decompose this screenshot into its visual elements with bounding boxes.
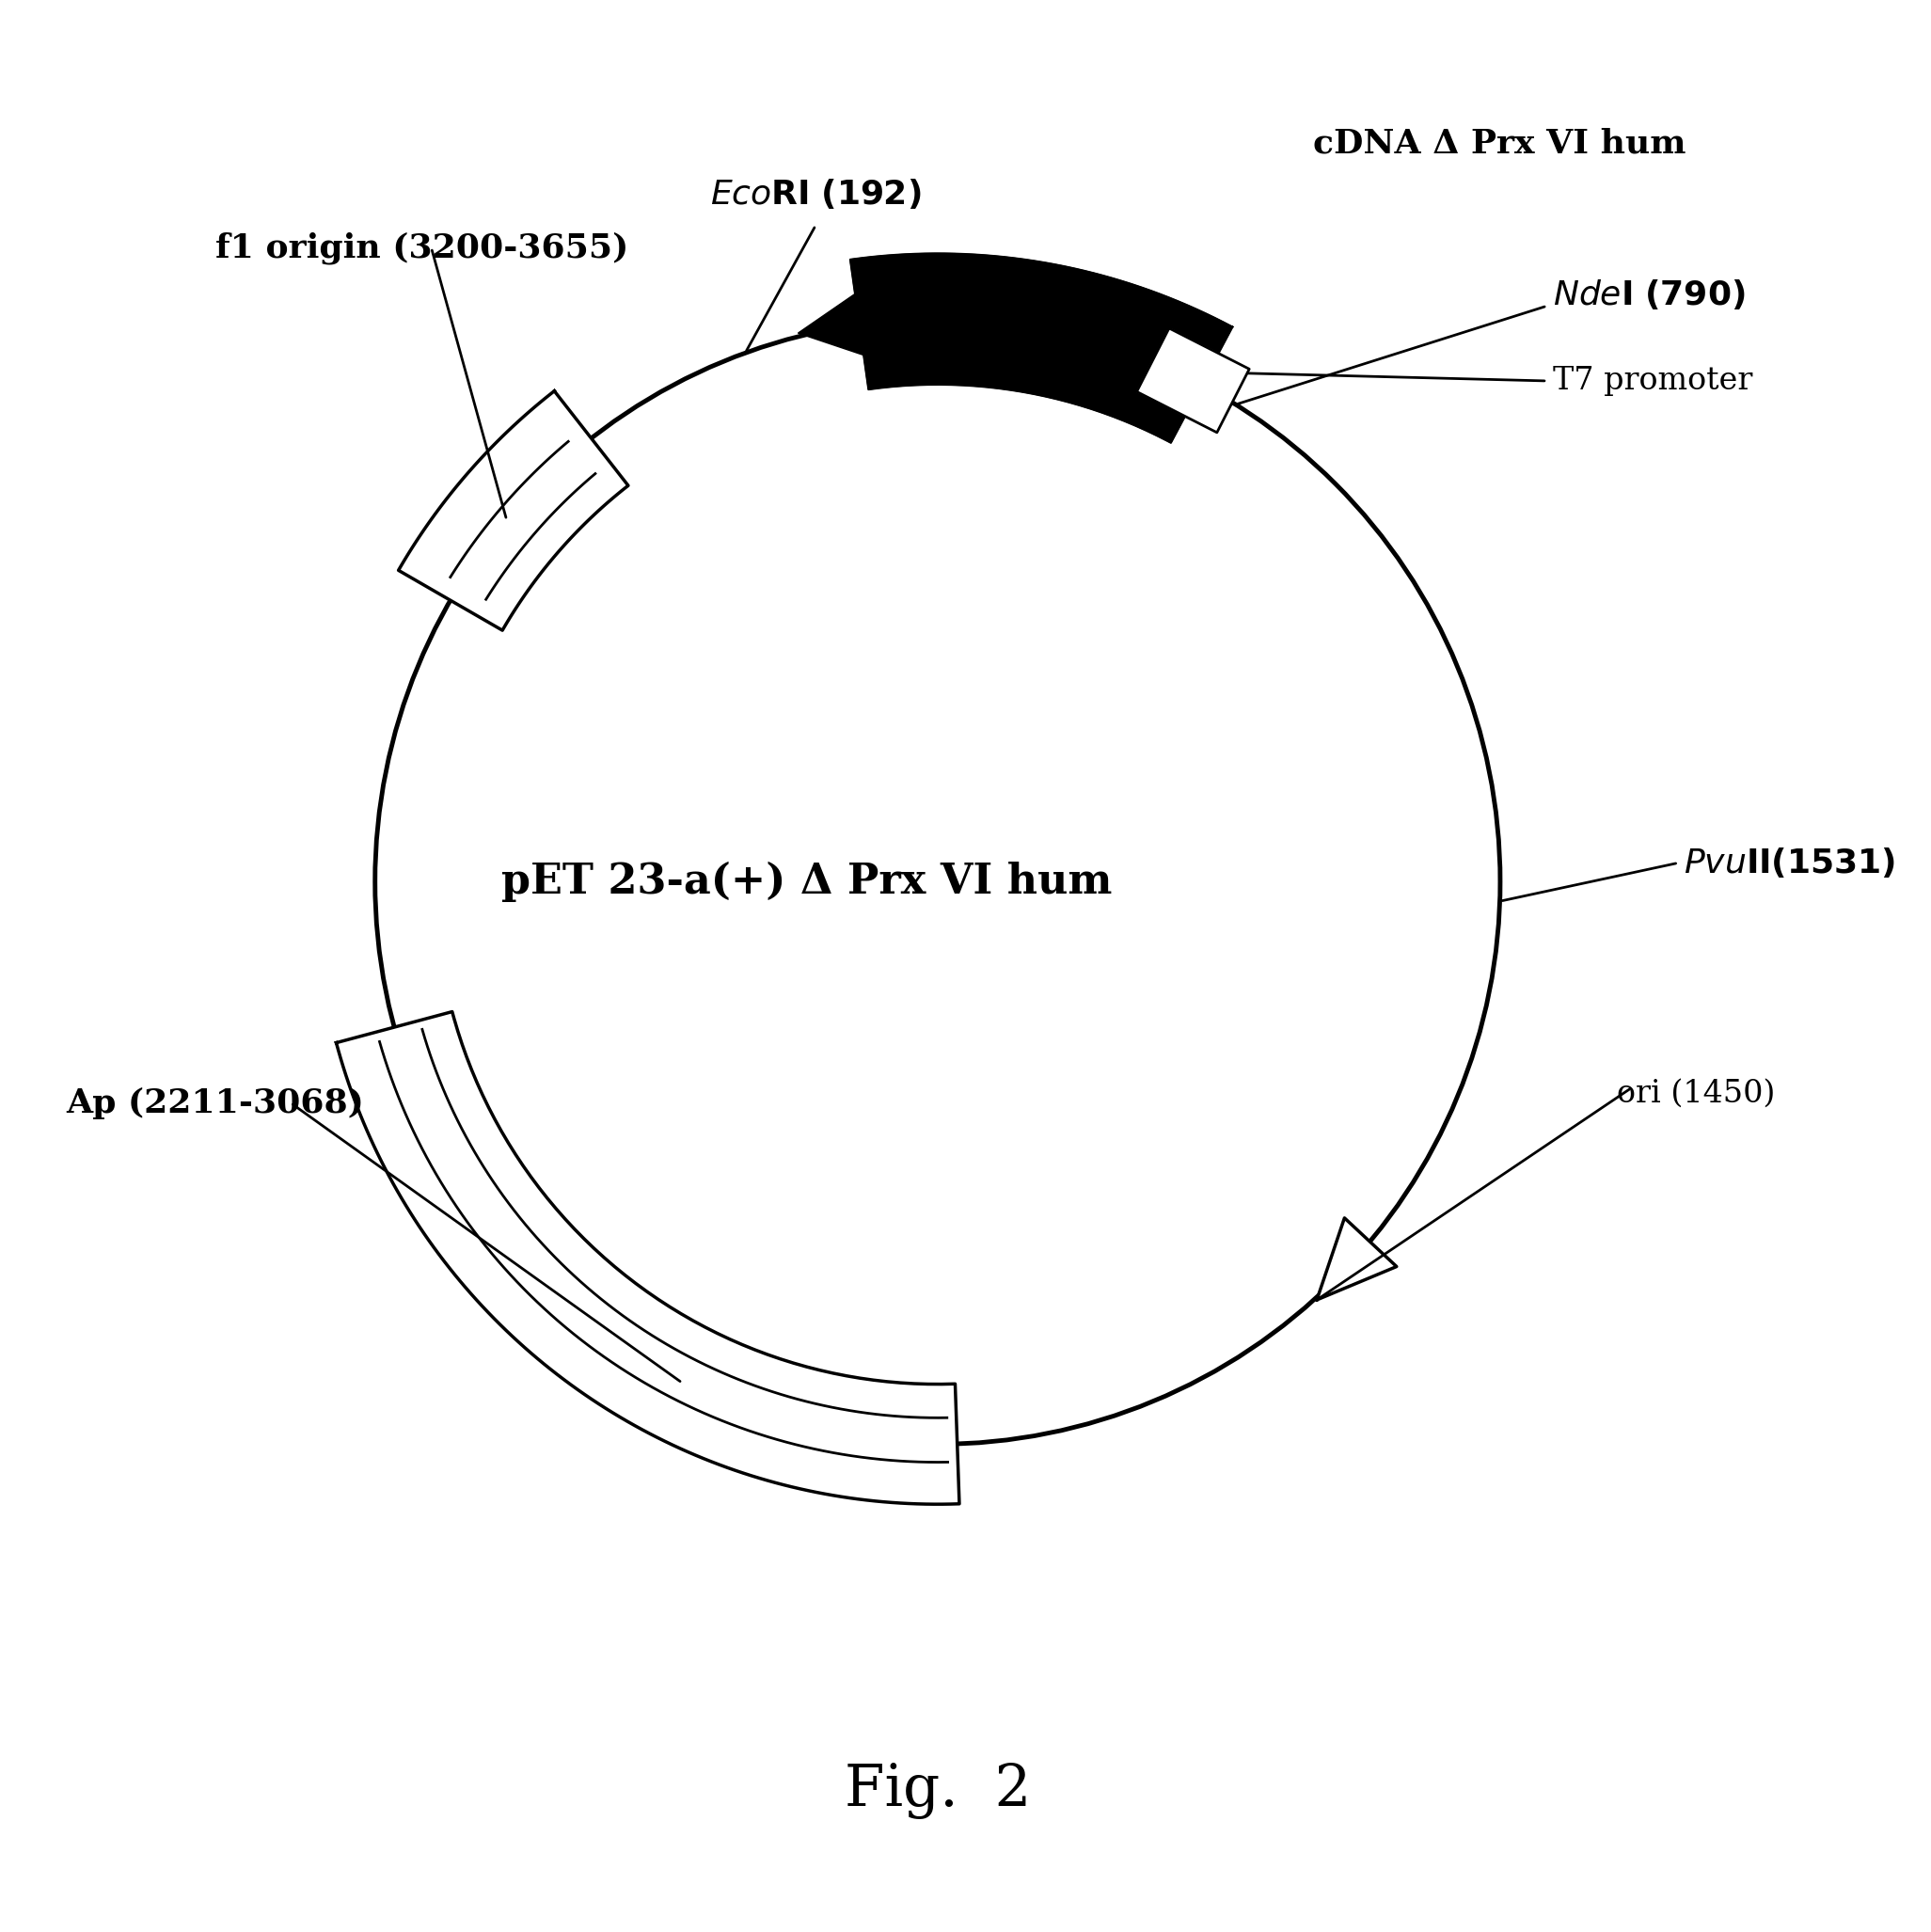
Text: f1 origin (3200-3655): f1 origin (3200-3655) <box>216 232 630 265</box>
Polygon shape <box>850 253 1232 442</box>
Text: $\mathbf{\it{Eco}}$$\mathbf{RI\ (192)}$: $\mathbf{\it{Eco}}$$\mathbf{RI\ (192)}$ <box>711 176 921 211</box>
Polygon shape <box>1137 328 1249 433</box>
Text: cDNA Δ Prx VI hum: cDNA Δ Prx VI hum <box>1313 128 1686 160</box>
Text: $\mathbf{\it{Nde}}$$\mathbf{I\ (790)}$: $\mathbf{\it{Nde}}$$\mathbf{I\ (790)}$ <box>1553 278 1746 311</box>
Text: ori (1450): ori (1450) <box>1616 1078 1775 1109</box>
Polygon shape <box>1317 1217 1396 1300</box>
Text: pET 23-a(+) Δ Prx VI hum: pET 23-a(+) Δ Prx VI hum <box>500 862 1112 902</box>
Text: $\mathbf{\it{Pvu}}$$\mathbf{II(1531)}$: $\mathbf{\it{Pvu}}$$\mathbf{II(1531)}$ <box>1684 846 1896 879</box>
Text: T7 promoter: T7 promoter <box>1553 365 1753 396</box>
Text: Ap (2211-3068): Ap (2211-3068) <box>66 1088 363 1119</box>
Polygon shape <box>798 269 908 369</box>
Polygon shape <box>398 390 628 630</box>
Text: Fig.  2: Fig. 2 <box>844 1762 1031 1820</box>
Polygon shape <box>336 1012 960 1505</box>
